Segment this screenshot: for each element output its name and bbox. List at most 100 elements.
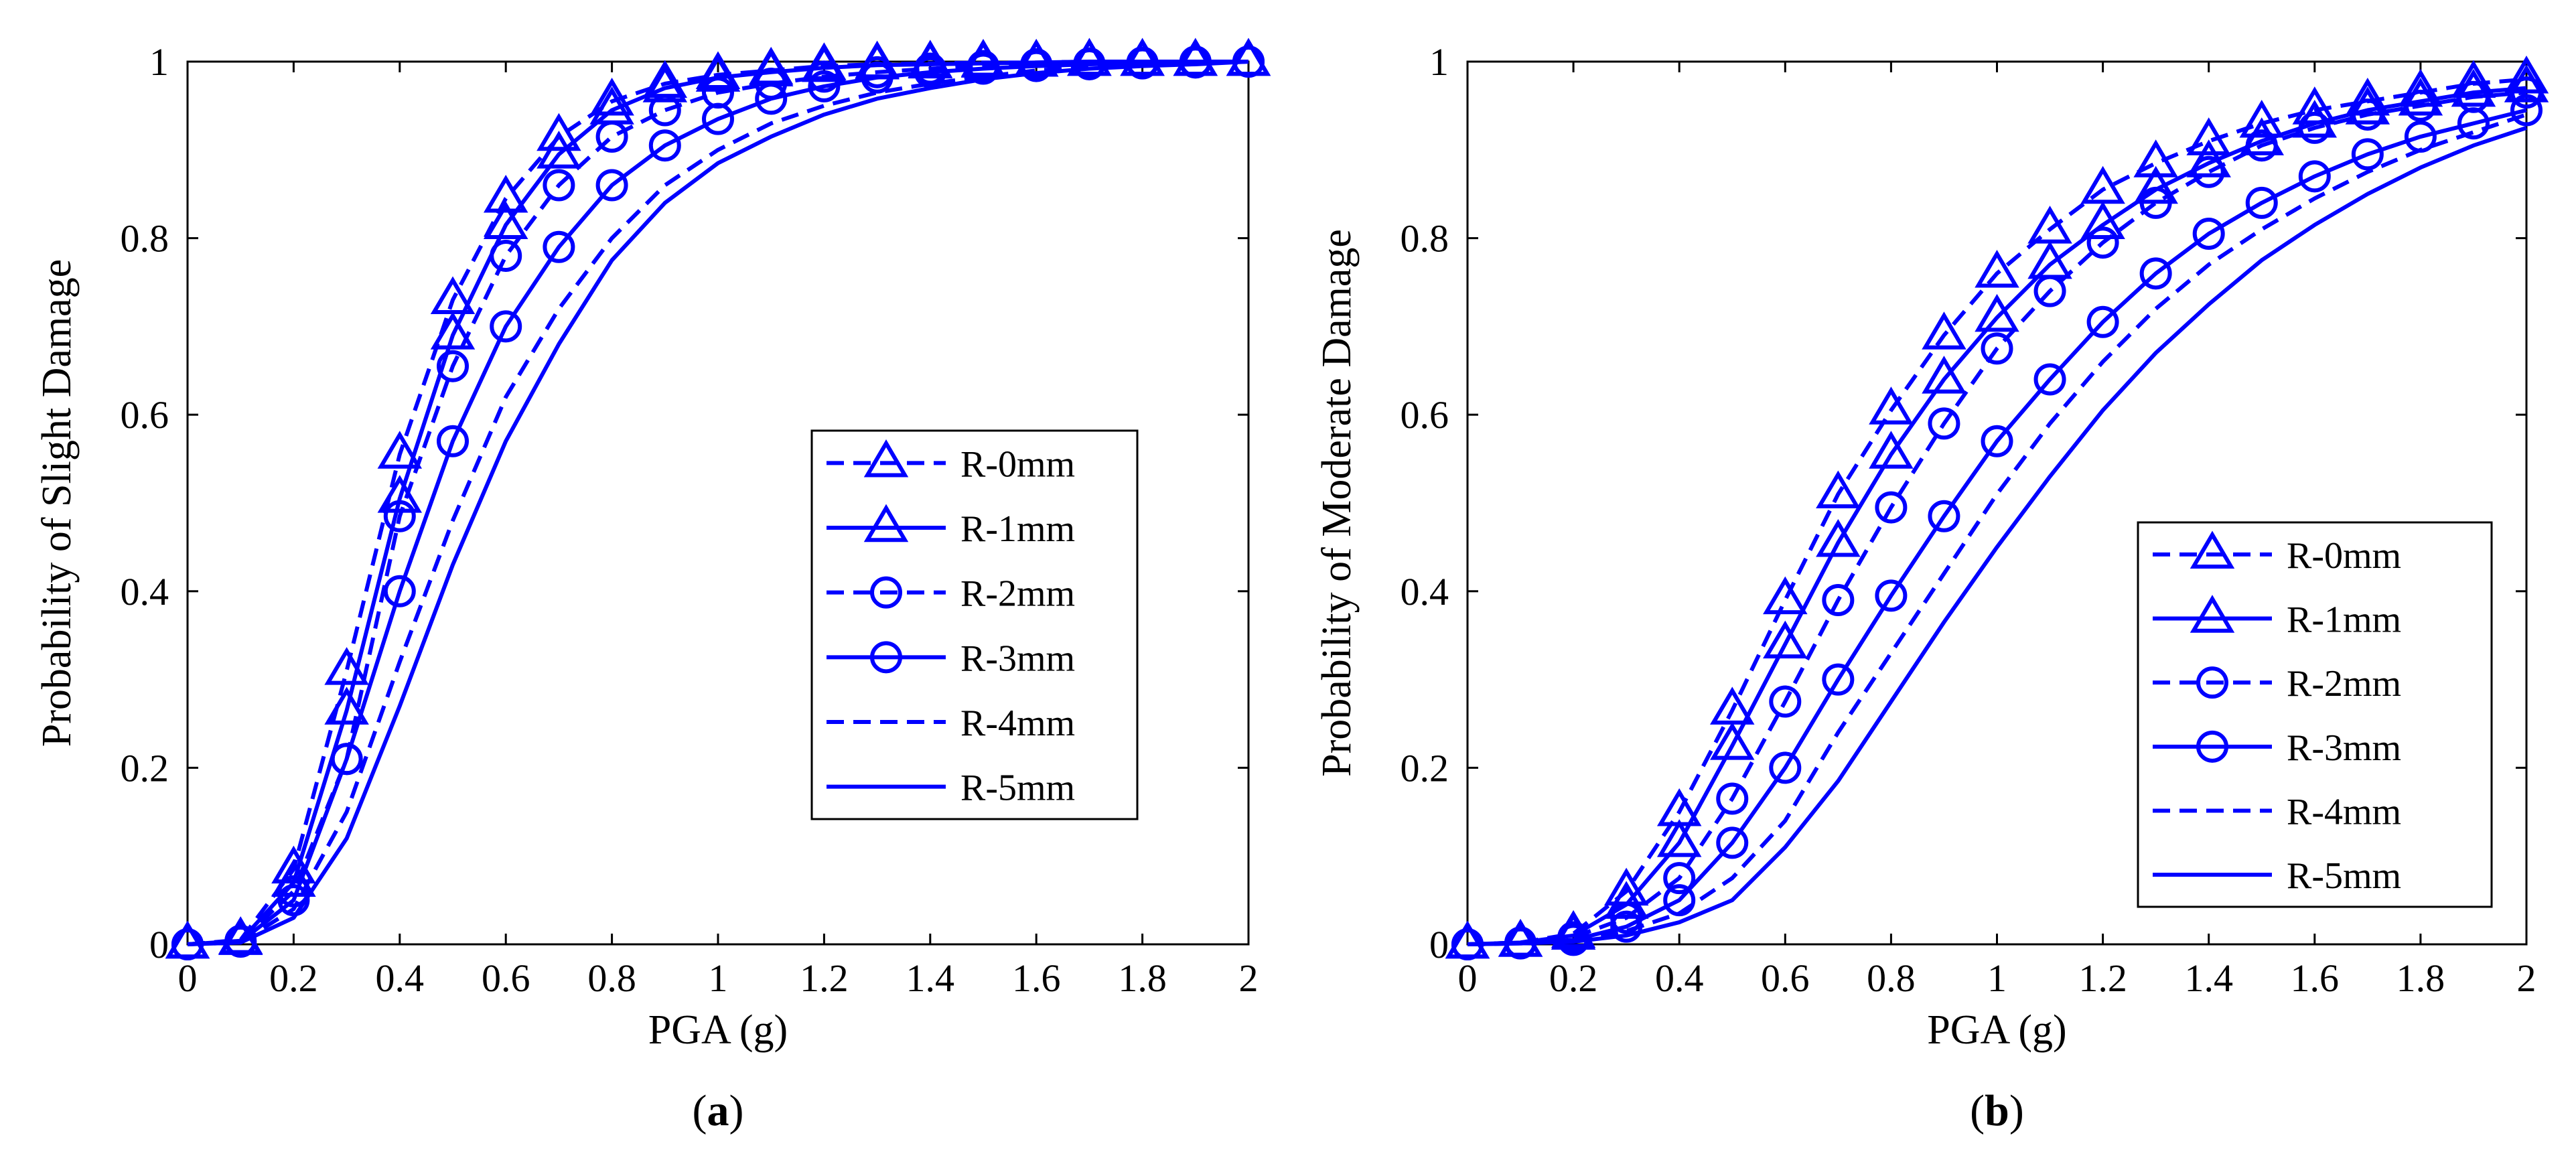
series-point-r-1mm: [536, 131, 581, 169]
series-point-r-3mm: [1981, 425, 2013, 457]
series-point-r-1mm: [483, 201, 528, 240]
series-point-r-3mm: [2351, 138, 2384, 171]
series-line-r-5mm: [187, 60, 1249, 946]
y-tick-label: 0.8: [121, 217, 169, 261]
y-tick-label: 0.4: [121, 570, 169, 613]
series-point-r-3mm: [1073, 48, 1106, 80]
legend-marker-r-2mm: [870, 576, 902, 609]
series-point-r-1mm: [1975, 293, 2019, 332]
legend-label: R-2mm: [960, 573, 1075, 615]
series-point-r-2mm: [2404, 89, 2437, 122]
series-point-r-0mm: [589, 77, 634, 116]
series-line-r-4mm: [187, 60, 1249, 946]
series-point-r-0mm: [536, 113, 581, 151]
series-point-r-2mm: [1981, 332, 2013, 365]
series-point-r-3mm: [330, 743, 363, 776]
series-point-r-3mm: [808, 70, 841, 102]
series-point-r-1mm: [1656, 819, 1702, 857]
legend-marker-r-3mm: [2196, 730, 2228, 763]
y-tick-label: 0: [149, 923, 169, 966]
series-point-r-2mm: [2351, 98, 2384, 131]
series-point-r-2mm: [2510, 76, 2543, 109]
panel-label: (a): [693, 1086, 744, 1135]
series-point-r-2mm: [490, 239, 522, 272]
legend-marker-r-2mm: [2196, 666, 2228, 699]
y-tick-label: 1: [1429, 40, 1449, 84]
x-tick-label: 0.6: [1761, 956, 1810, 1000]
legend-label: R-3mm: [960, 638, 1075, 679]
x-tick-label: 0.8: [587, 956, 636, 1000]
series-point-r-3mm: [437, 425, 469, 457]
series-point-r-3mm: [2192, 218, 2225, 250]
legend-marker-r-0mm: [863, 439, 909, 478]
legend-label: R-4mm: [960, 703, 1075, 744]
x-tick-label: 1.6: [1012, 956, 1061, 1000]
y-tick-label: 0.6: [1401, 393, 1449, 437]
legend-label: R-1mm: [960, 508, 1075, 550]
series-point-r-2mm: [1663, 862, 1696, 895]
series-point-r-0mm: [2186, 117, 2231, 155]
series-point-r-0mm: [377, 431, 423, 469]
legend-label: R-5mm: [960, 768, 1075, 809]
legend-label: R-2mm: [2287, 663, 2401, 705]
series-point-r-1mm: [642, 64, 688, 102]
series-point-r-3mm: [648, 129, 681, 162]
series-point-r-2mm: [648, 94, 681, 127]
series-point-r-1mm: [1120, 38, 1165, 76]
y-axis-label: Probability of Slight Damage: [34, 259, 80, 747]
series-point-r-2mm: [1716, 782, 1749, 815]
x-tick-label: 0.2: [269, 956, 318, 1000]
series-point-r-1mm: [695, 54, 741, 92]
series-point-r-3mm: [1875, 579, 1908, 612]
series-point-r-0mm: [1816, 470, 1861, 509]
legend-label: R-4mm: [2287, 792, 2401, 833]
legend: R-0mm R-1mm R-2mm R-3mm R-4mm R-5mm: [810, 429, 1139, 820]
series-point-r-1mm: [1922, 356, 1966, 394]
series-point-r-2mm: [1875, 491, 1908, 524]
x-tick-label: 0.4: [1655, 956, 1704, 1000]
y-tick-label: 0: [1429, 923, 1449, 966]
series-point-r-3mm: [2086, 305, 2119, 338]
series-point-r-3mm: [490, 310, 522, 343]
series-point-r-1mm: [2080, 201, 2125, 240]
series-point-r-0mm: [2239, 99, 2284, 138]
series-point-r-2mm: [1822, 583, 1855, 616]
series-point-r-2mm: [2033, 275, 2066, 307]
series-point-r-2mm: [2139, 186, 2172, 219]
series-point-r-0mm: [2504, 56, 2549, 94]
x-tick-label: 1.6: [2291, 956, 2340, 1000]
y-tick-label: 1: [149, 40, 169, 84]
panel-label-letter: a: [707, 1086, 729, 1135]
series-point-r-3mm: [2139, 257, 2172, 290]
legend-marker-r-1mm: [863, 504, 909, 542]
series-point-r-1mm: [1869, 431, 1914, 469]
series-point-r-3mm: [702, 102, 734, 135]
series-point-r-3mm: [1822, 663, 1855, 696]
series-point-r-3mm: [1769, 751, 1802, 784]
legend: R-0mm R-1mm R-2mm R-3mm R-4mm R-5mm: [2137, 521, 2493, 908]
legend-box: [810, 429, 1139, 820]
panel-a-chart: 0 0.2 0.4 0.6 0.8 1 1.2 1.4 1.6 1.8 2 0 0.2 0.4 0.6 0.8…: [34, 38, 1271, 1135]
y-tick-label: 0.4: [1401, 570, 1449, 613]
series-point-r-2mm: [595, 121, 628, 153]
x-tick-label: 0.8: [1867, 956, 1916, 1000]
series-point-r-0mm: [1922, 311, 1966, 350]
series-point-r-1mm: [2133, 165, 2178, 204]
series-line-r-0mm: [1467, 77, 2527, 946]
series-point-r-0mm: [1975, 250, 2019, 288]
series-line-r-1mm: [1467, 86, 2527, 946]
series-point-r-3mm: [2245, 186, 2278, 219]
legend-marker-r-0mm: [2190, 530, 2235, 569]
series-point-r-3mm: [2457, 107, 2490, 140]
series-point-r-3mm: [543, 230, 575, 263]
x-tick-label: 1.4: [2184, 956, 2233, 1000]
series-point-r-1mm: [1816, 518, 1861, 557]
legend-label: R-3mm: [2287, 727, 2401, 769]
series-point-r-1mm: [324, 686, 369, 725]
legend-marker-r-3mm: [870, 641, 902, 674]
x-tick-label: 2: [1239, 956, 1259, 1000]
x-tick-label: 2: [2517, 956, 2536, 1000]
legend-label: R-0mm: [960, 443, 1075, 485]
series-point-r-2mm: [383, 500, 416, 532]
